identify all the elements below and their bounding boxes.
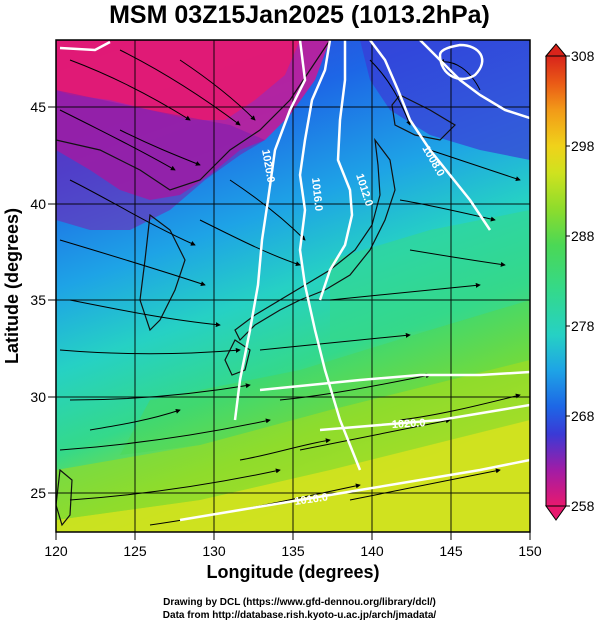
x-axis-title: Longitude (degrees) — [206, 562, 379, 582]
graticule — [56, 40, 530, 532]
colorbar-label: 258 — [571, 498, 595, 514]
colorbar-label: 268 — [571, 408, 595, 424]
y-tick-labels: 45 40 35 30 25 — [30, 99, 46, 501]
y-tick-label: 45 — [30, 99, 46, 115]
temperature-field — [56, 40, 530, 532]
y-tick-label: 30 — [30, 389, 46, 405]
y-tick-label: 25 — [30, 485, 46, 501]
colorbar: 308 298 288 278 268 258 — [544, 43, 595, 521]
colorbar-label: 308 — [571, 48, 595, 64]
x-tick-labels: 120 125 130 135 140 145 150 — [44, 543, 542, 559]
isobar-label: 1020.0 — [392, 417, 426, 431]
isobar-label: 1020.0 — [259, 148, 277, 183]
colorbar-max-arrow-icon — [544, 43, 568, 57]
y-tick-label: 35 — [30, 292, 46, 308]
x-tick-label: 120 — [44, 543, 68, 559]
colorbar-label: 298 — [571, 138, 595, 154]
x-tick-label: 145 — [439, 543, 463, 559]
y-tick-label: 40 — [30, 196, 46, 212]
axis-ticks — [48, 106, 531, 540]
colorbar-label: 278 — [571, 318, 595, 334]
isobar-label: 1016.0 — [309, 177, 324, 212]
isobars — [59, 40, 530, 522]
x-tick-label: 135 — [281, 543, 305, 559]
y-axis-title: Latitude (degrees) — [2, 208, 22, 364]
colorbar-min-arrow-icon — [545, 505, 567, 521]
isobar-label: 1016.0 — [294, 491, 329, 508]
wind-streamlines — [59, 49, 521, 526]
x-tick-label: 140 — [360, 543, 384, 559]
x-tick-label: 125 — [123, 543, 147, 559]
x-tick-label: 130 — [202, 543, 226, 559]
colorbar-label: 288 — [571, 228, 595, 244]
credit-drawing: Drawing by DCL (https://www.gfd-dennou.o… — [163, 597, 436, 608]
page-title: MSM 03Z15Jan2025 (1013.2hPa) — [109, 1, 490, 29]
credit-data-source: Data from http://database.rish.kyoto-u.a… — [162, 610, 437, 621]
x-tick-label: 150 — [518, 543, 542, 559]
